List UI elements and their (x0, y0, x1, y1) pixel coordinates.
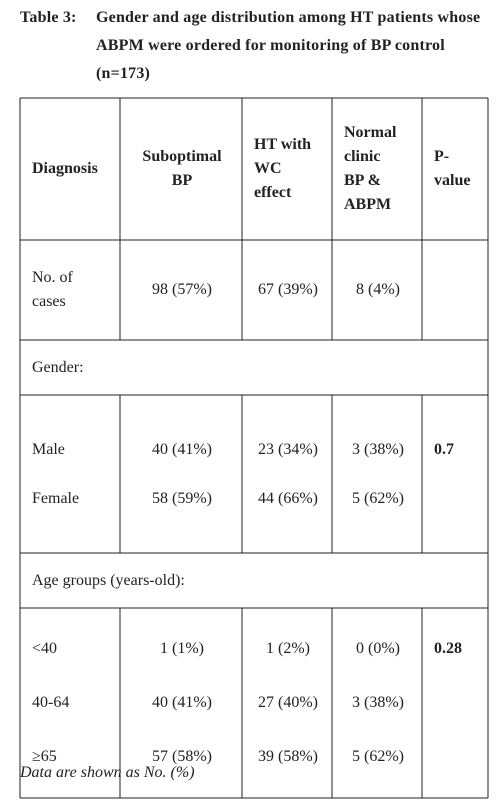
p-value: 0.28 (434, 640, 462, 657)
header-cell: Diagnosis (32, 160, 98, 177)
value-cell: 1 (1%) (160, 640, 204, 657)
value-cell: 98 (57%) (152, 281, 212, 298)
value-cell: 40 (41%) (152, 440, 212, 458)
value-cell: 58 (59%) (152, 489, 212, 507)
row-label: <40 (32, 640, 58, 657)
header-cell: P-value (434, 148, 471, 189)
value-cell: 23 (34%) (258, 440, 318, 458)
title-text: Gender and age distribution among HT pat… (96, 9, 481, 82)
row-label: Male (32, 440, 65, 458)
value-cell: 39 (58%) (258, 748, 318, 765)
section-label: Gender: (32, 358, 84, 376)
section-label: Age groups (years-old): (32, 571, 185, 589)
value-cell: 57 (58%) (152, 748, 212, 765)
row-label: Female (32, 489, 80, 507)
header-cell: Suboptimal BP (142, 148, 222, 189)
p-value: 0.7 (434, 440, 454, 458)
row-label: ≥65 (32, 748, 57, 765)
value-cell: 3 (38%) (352, 694, 404, 711)
value-cell: 5 (62%) (352, 748, 404, 765)
value-cell: 5 (62%) (352, 489, 404, 507)
value-cell: 0 (0%) (356, 640, 400, 657)
value-cell: 27 (40%) (258, 694, 318, 711)
title-label: Table 3: (20, 9, 77, 26)
value-cell: 8 (4%) (356, 281, 400, 298)
header-cell: Normal clinic BP & ABPM (344, 124, 397, 213)
row-label: No. of cases (32, 269, 73, 310)
value-cell: 1 (2%) (266, 640, 310, 657)
value-cell: 3 (38%) (352, 440, 404, 458)
value-cell: 67 (39%) (258, 281, 318, 298)
row-label: 40-64 (32, 694, 70, 711)
value-cell: 40 (41%) (152, 694, 212, 711)
value-cell: 44 (66%) (258, 489, 318, 507)
footnote: Data are shown as No. (%) (20, 764, 195, 781)
header-cell: HT with WC effect (254, 136, 312, 201)
